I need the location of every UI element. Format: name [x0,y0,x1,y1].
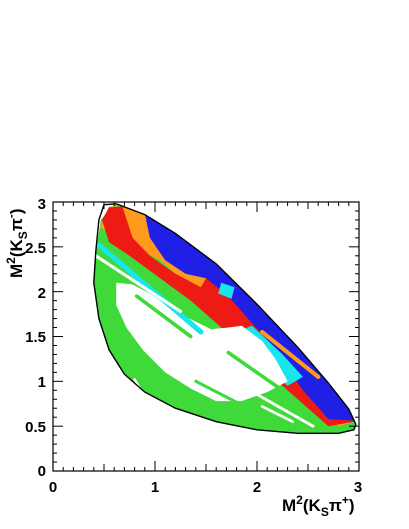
stripe-green [194,379,264,417]
x-tick-label: 1 [151,479,159,496]
y-tick-label: 3 [38,196,46,213]
region-cyan [218,282,235,299]
y-tick-label: 1 [38,374,46,391]
stripe-cyan [96,242,204,335]
stripe-white [240,384,315,428]
x-tick-label: 3 [354,479,362,496]
y-tick-label: 0.5 [25,419,46,436]
stripe-white [94,254,183,313]
heatmap-regions [93,204,356,434]
region-blue [144,213,355,421]
stripe-green [134,294,193,339]
stripe-white [260,405,295,424]
x-axis-title: M2(KSπ+) [282,493,355,519]
x-tick-labels: 0 1 2 3 [49,479,362,496]
y-tick-label: 2 [38,285,46,302]
heatmap-stripes [94,242,321,428]
x-tick-label: 0 [49,479,57,496]
y-tick-label: 1.5 [25,329,46,346]
x-tick-label: 2 [253,479,261,496]
y-axis-title: M2(KSπ-) [4,208,30,278]
stripe-green [226,350,295,400]
axis-ticks [52,201,360,472]
y-tick-label: 2.5 [25,240,46,257]
y-tick-labels: 0 0.5 1 1.5 2 2.5 3 [25,196,46,480]
stripe-orange [260,329,321,379]
y-tick-label: 0 [38,463,46,480]
